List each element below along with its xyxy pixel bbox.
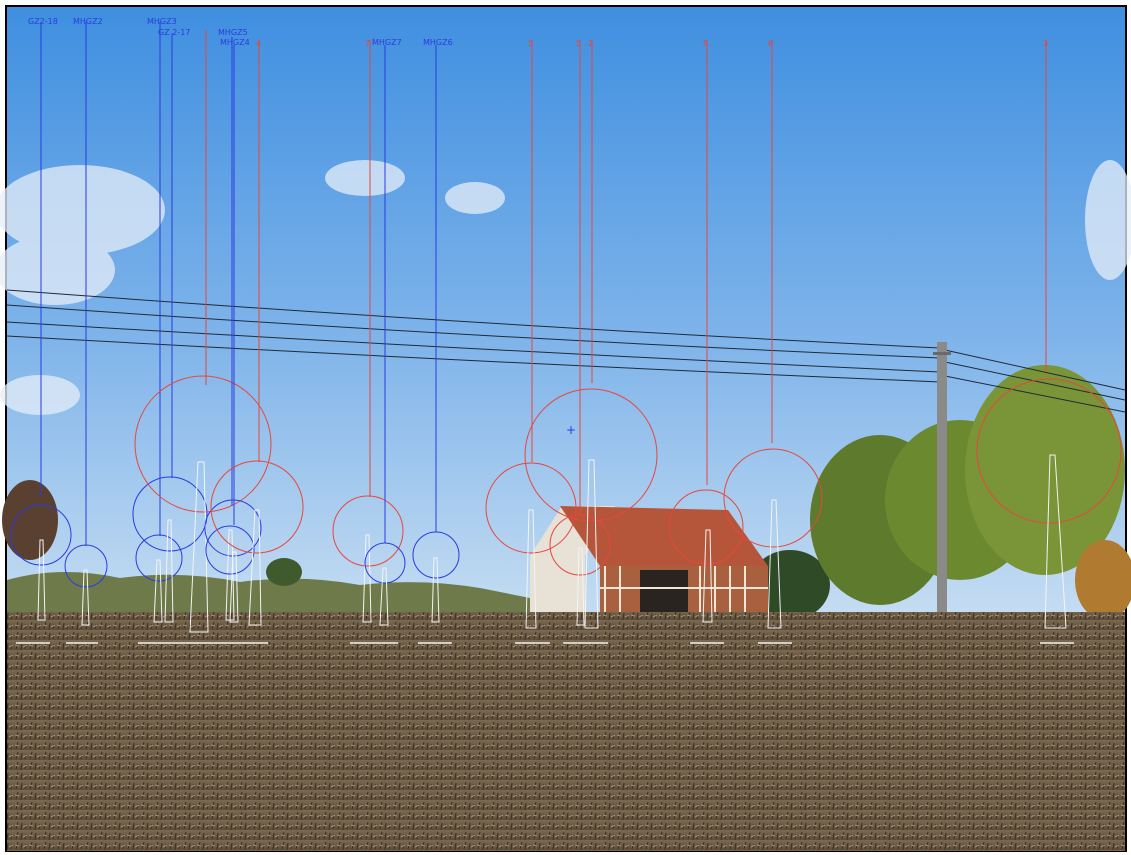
marker-label: MHGZ2 xyxy=(73,17,103,26)
marker-label: MHGZ6 xyxy=(423,38,453,47)
marker-label: 5 xyxy=(528,39,533,48)
marker-red-5b: 5 xyxy=(549,39,611,626)
markers: GZ2-18 MHGZ2 MHGZ3 GZ 2-17 xyxy=(10,17,1122,633)
barn xyxy=(530,506,768,612)
marker-label: MHGZ3 xyxy=(147,17,177,26)
marker-gz2-18: GZ2-18 xyxy=(10,17,72,621)
marker-label: 5 xyxy=(576,39,581,48)
power-lines xyxy=(6,289,1126,413)
marker-mhgz6: MHGZ6 xyxy=(412,38,460,623)
horizon-vegetation xyxy=(2,480,540,612)
marker-label: GZ 2-17 xyxy=(158,28,190,37)
marker-label: MHGZ5 xyxy=(218,28,248,37)
marker-label: 2 xyxy=(588,39,593,48)
marker-red-2: 2 + xyxy=(524,39,658,629)
trees xyxy=(750,365,1131,620)
marker-label: 6 xyxy=(768,39,773,48)
marker-label: 3 xyxy=(1043,39,1048,48)
crosshair-icon: + xyxy=(566,423,576,437)
marker-mhgz4: MHGZ4 xyxy=(205,38,255,623)
marker-mhgz7: MHGZ7 xyxy=(364,38,406,626)
marker-label: 7 xyxy=(365,39,370,48)
marker-red-3: 3 xyxy=(976,39,1122,629)
marker-label: MHGZ7 xyxy=(372,38,402,47)
marker-label: 4 xyxy=(256,39,261,48)
marker-mhgz2: MHGZ2 xyxy=(64,17,108,626)
marker-red-6: 6 xyxy=(723,39,823,629)
stubble-field xyxy=(7,612,1125,851)
marker-red-1 xyxy=(134,30,272,633)
marker-red-5a: 5 xyxy=(485,39,577,629)
utility-pole xyxy=(933,342,951,632)
marker-mhgz3: MHGZ3 xyxy=(135,17,183,623)
marker-label: MHGZ4 xyxy=(220,38,250,47)
marker-label: 8 xyxy=(703,39,708,48)
marker-label: GZ2-18 xyxy=(28,17,58,26)
marker-gz-2-17: GZ 2-17 xyxy=(132,28,208,623)
marker-red-8: 8 xyxy=(668,39,744,623)
marker-red-4: 4 xyxy=(210,39,304,626)
